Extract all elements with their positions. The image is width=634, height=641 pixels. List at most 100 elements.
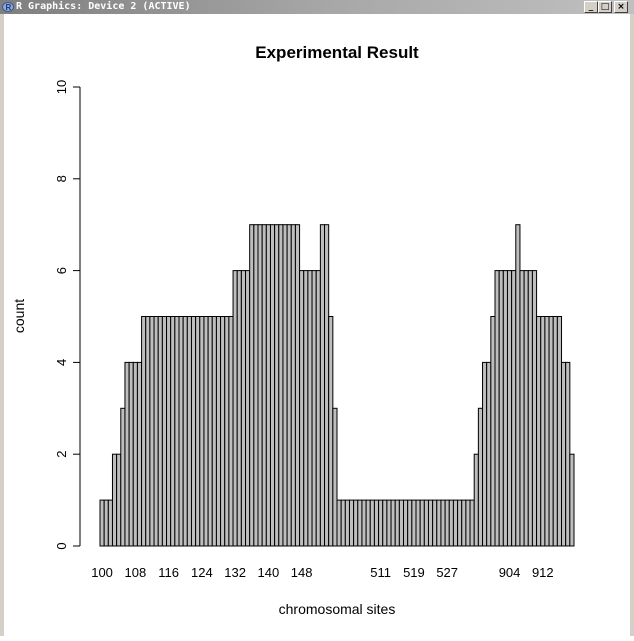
- bar: [382, 499, 388, 547]
- bar: [515, 224, 521, 547]
- bar: [482, 361, 488, 547]
- bar: [527, 270, 533, 547]
- bar: [257, 224, 263, 547]
- bar: [203, 316, 209, 547]
- bar: [407, 499, 413, 547]
- bar: [290, 224, 296, 547]
- bar: [506, 270, 513, 547]
- bar: [141, 316, 147, 547]
- bar: [132, 361, 138, 547]
- bar-chart: Experimental Result count chromosomal si…: [11, 43, 575, 617]
- bar: [116, 453, 122, 547]
- bar: [166, 316, 172, 547]
- bar: [486, 361, 492, 547]
- bar: [253, 224, 259, 547]
- bar: [423, 499, 429, 547]
- bar: [311, 270, 317, 547]
- bar: [444, 499, 450, 547]
- bar: [120, 407, 126, 547]
- bar: [457, 499, 463, 547]
- window-title: R Graphics: Device 2 (ACTIVE): [16, 1, 191, 12]
- bar: [565, 361, 571, 547]
- plot-device-area: Experimental Result count chromosomal si…: [4, 14, 630, 636]
- bar: [336, 499, 342, 547]
- x-tick-label: 527: [436, 565, 458, 580]
- bar: [199, 316, 205, 547]
- chart-title: Experimental Result: [255, 43, 419, 62]
- bar: [315, 270, 321, 547]
- bar: [519, 270, 525, 547]
- bar: [473, 453, 479, 547]
- y-tick-label: 6: [54, 267, 69, 274]
- bar: [357, 499, 363, 547]
- bar: [461, 499, 467, 547]
- bar: [107, 499, 113, 547]
- r-logo-icon: R: [2, 2, 14, 12]
- bar: [207, 316, 213, 547]
- bar: [365, 499, 371, 547]
- bar: [261, 224, 267, 547]
- bar: [299, 270, 305, 547]
- x-tick-label: 511: [370, 565, 391, 580]
- minimize-icon: _: [588, 2, 594, 12]
- maximize-icon: □: [600, 2, 610, 12]
- bar: [319, 224, 326, 547]
- bar: [465, 499, 471, 547]
- bar: [523, 270, 529, 547]
- bar: [249, 224, 255, 547]
- bar: [211, 316, 217, 547]
- bar: [353, 499, 359, 547]
- bar: [448, 499, 454, 547]
- minimize-button[interactable]: _: [584, 1, 598, 13]
- bar: [224, 316, 230, 547]
- bar: [307, 270, 313, 547]
- maximize-button[interactable]: □: [598, 1, 612, 13]
- bar: [178, 316, 184, 547]
- bar: [344, 499, 350, 547]
- bar: [269, 224, 276, 547]
- bar: [136, 361, 143, 547]
- bar: [403, 499, 409, 547]
- x-tick-label: 124: [191, 565, 213, 580]
- bar: [361, 499, 367, 547]
- bar: [274, 224, 280, 547]
- bar: [282, 224, 288, 547]
- bar: [502, 270, 508, 547]
- bar: [390, 499, 396, 547]
- x-tick-label: 100: [91, 565, 113, 580]
- x-tick-label: 904: [499, 565, 521, 580]
- y-tick-label: 0: [54, 542, 69, 549]
- close-icon: ×: [617, 2, 625, 12]
- bar: [245, 270, 251, 547]
- bar: [415, 499, 421, 547]
- bar: [174, 316, 180, 547]
- bar: [228, 316, 234, 547]
- bar: [186, 316, 192, 547]
- bar: [511, 270, 517, 547]
- title-bar[interactable]: R R Graphics: Device 2 (ACTIVE) _ □ ×: [0, 0, 634, 14]
- bar: [294, 224, 301, 547]
- bar: [540, 316, 546, 547]
- bar: [436, 499, 442, 547]
- bar: [124, 361, 130, 547]
- bar: [111, 453, 118, 547]
- bar: [477, 407, 484, 547]
- svg-text:R: R: [6, 3, 12, 12]
- x-axis-label: chromosomal sites: [279, 601, 396, 617]
- close-button[interactable]: ×: [614, 1, 628, 13]
- x-tick-label: 132: [224, 565, 246, 580]
- bar: [328, 316, 334, 547]
- y-tick-label: 10: [54, 80, 69, 94]
- bar: [161, 316, 168, 547]
- bar: [324, 224, 330, 547]
- y-axis-label: count: [11, 299, 27, 333]
- bar: [232, 270, 238, 547]
- bar: [286, 224, 292, 547]
- bar: [556, 316, 563, 547]
- bar: [394, 499, 400, 547]
- bar: [419, 499, 425, 547]
- x-tick-labels: 100 108 116 124 132 140 148 511 519 527 904 912: [91, 565, 553, 580]
- bar: [552, 316, 558, 547]
- bar: [386, 499, 392, 547]
- x-tick-label: 148: [291, 565, 313, 580]
